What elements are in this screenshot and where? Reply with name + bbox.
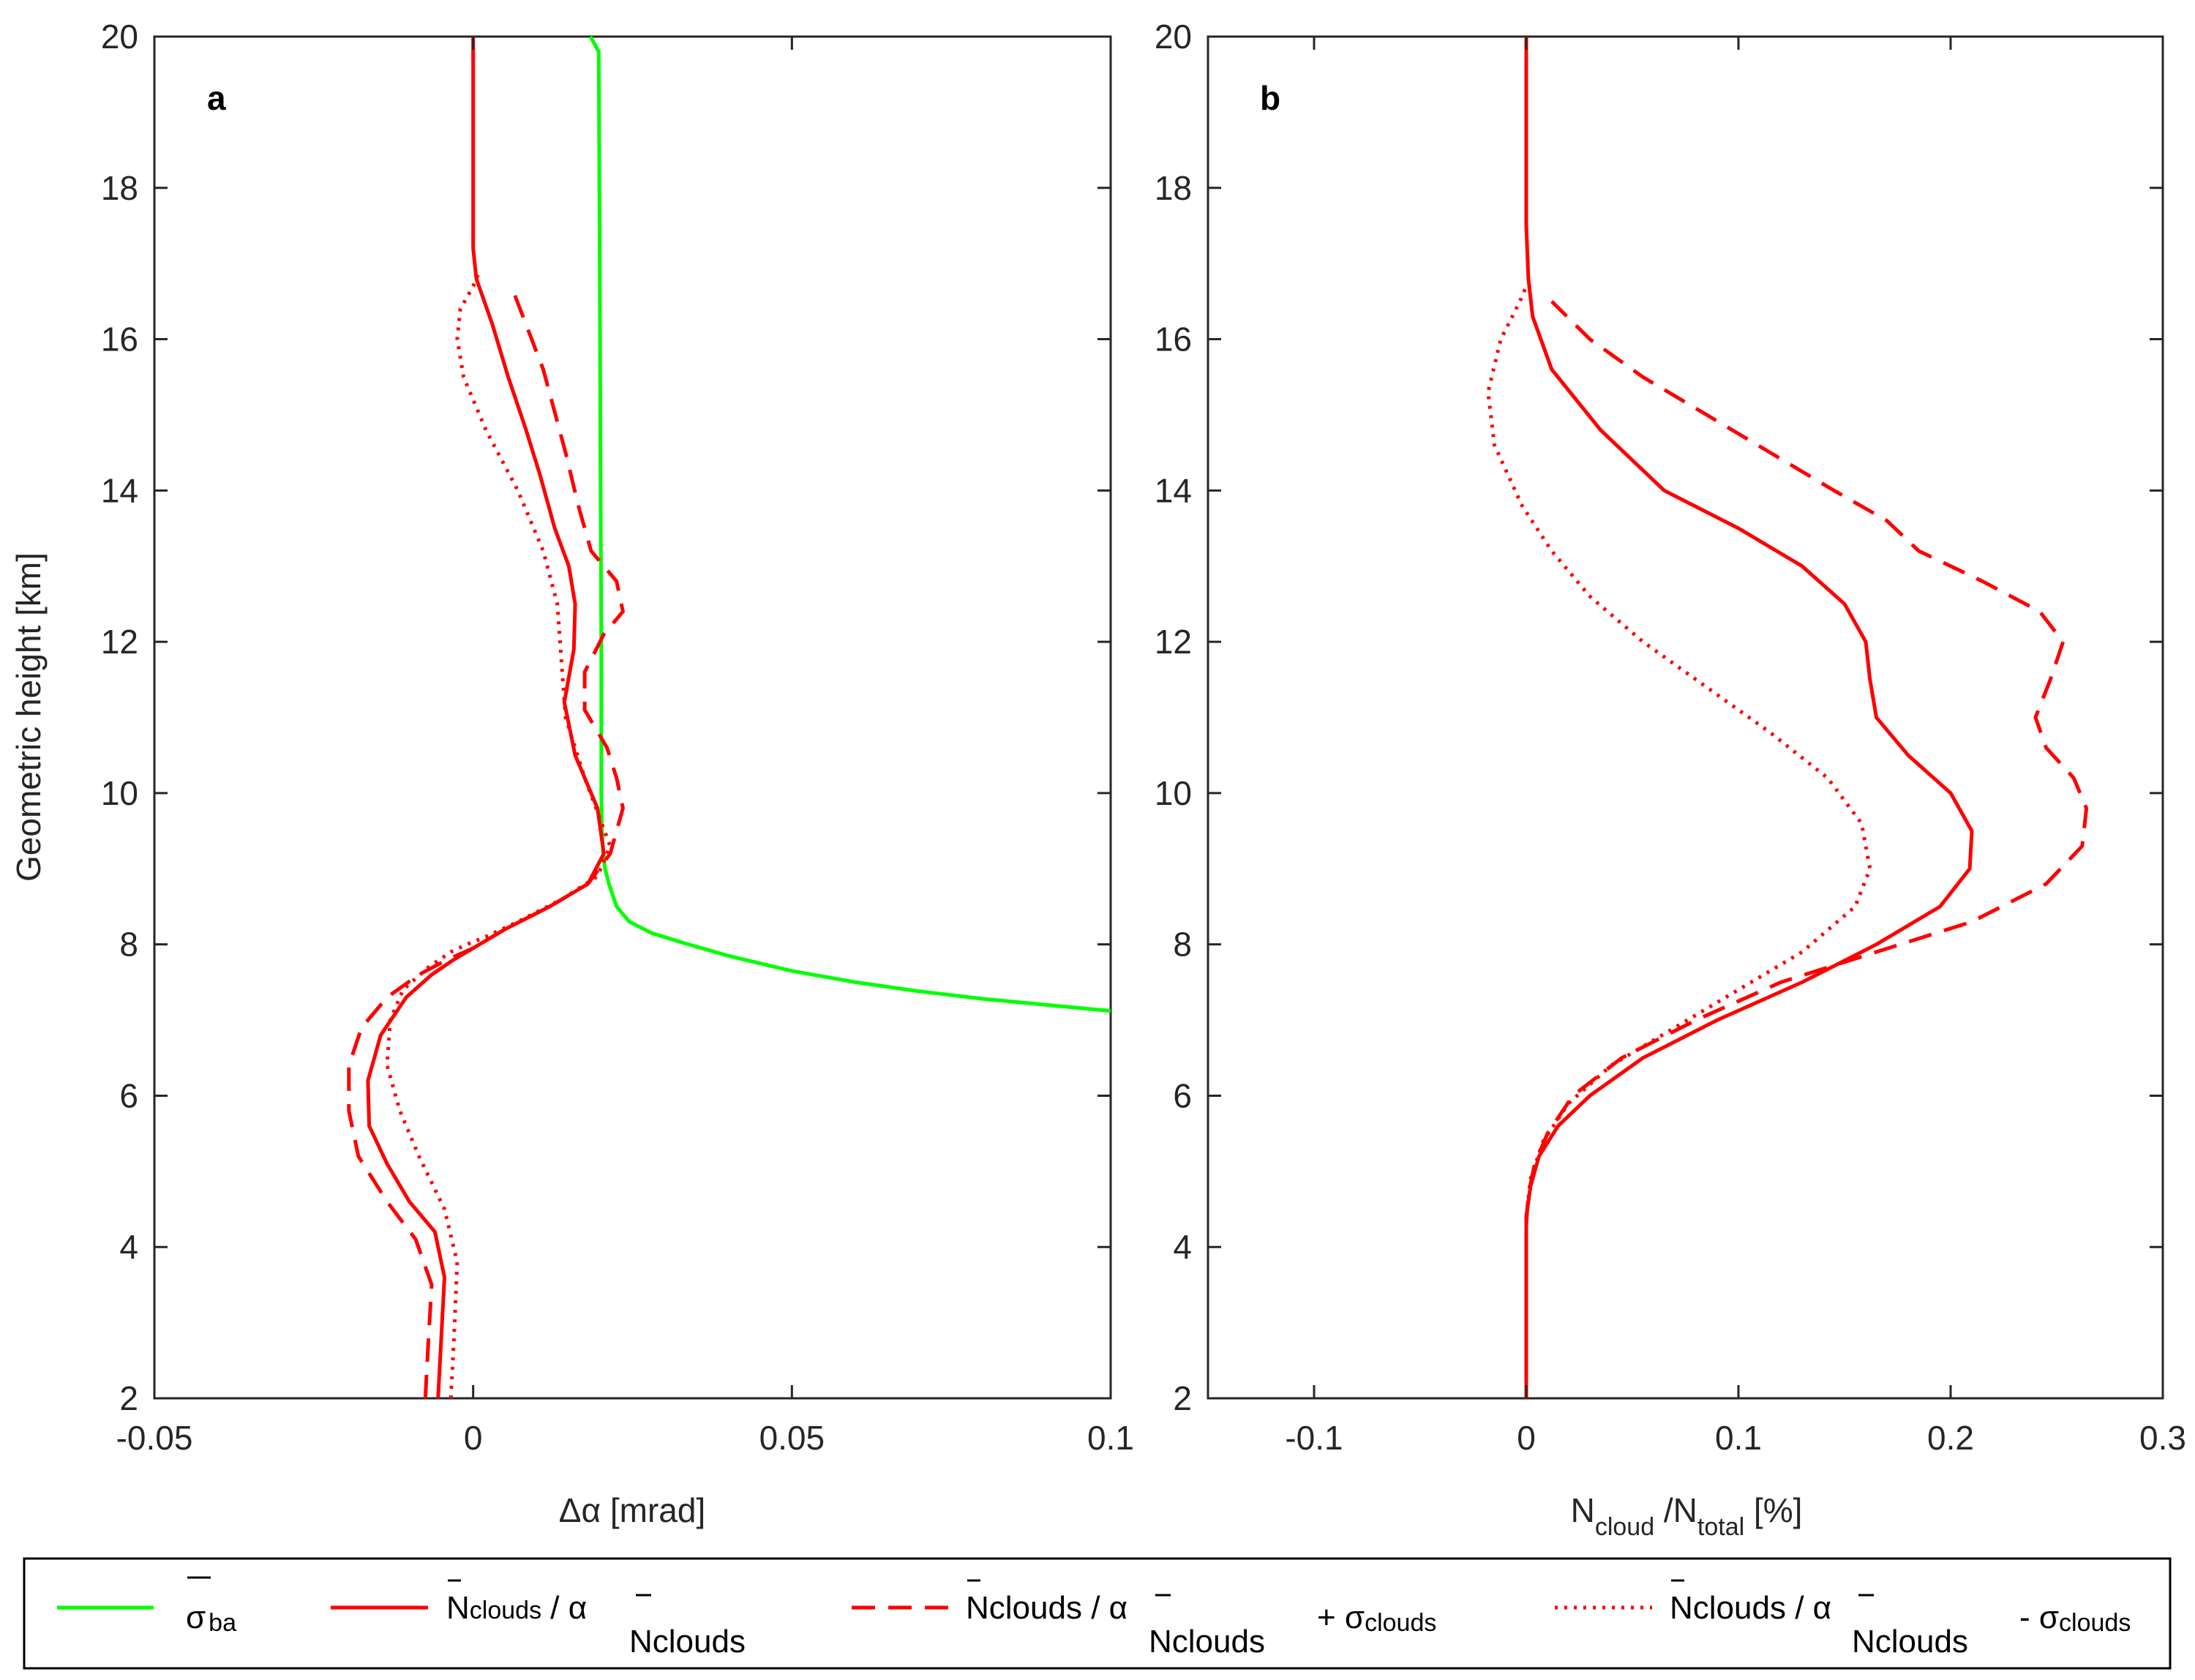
panel-a-xtick-label: 0.05 (759, 1419, 825, 1457)
panel-b-xtick-label: -0.1 (1285, 1419, 1343, 1457)
panel-b-ytick-label: 16 (1155, 320, 1192, 359)
panel-a-series-sigma_ba (588, 35, 1111, 1013)
svg-text:Nclouds / α: Nclouds / α (966, 1590, 1127, 1626)
panel-a-ytick-label: 18 (101, 169, 138, 207)
panel-b-ytick-label: 6 (1173, 1076, 1192, 1114)
svg-text:+ σclouds: + σclouds (1317, 1600, 1436, 1637)
panel-b-ytick-label: 14 (1155, 471, 1192, 509)
panel-a-ytick-label: 2 (119, 1379, 138, 1417)
panel-b-series-minus (1486, 285, 1872, 1218)
panel-b: 2 4 6 8 10 12 14 16 18 20 -0.1 0 0.1 0.2 0.3 b Ncloud… (1155, 18, 2186, 1541)
panel-a-ytick-label: 8 (119, 926, 138, 964)
panel-b-ytick-label: 10 (1155, 774, 1192, 812)
panel-a-ytick-label: 4 (119, 1228, 138, 1266)
panel-b-ytick-label: 8 (1173, 926, 1192, 964)
svg-text:Nclouds: Nclouds (1852, 1624, 1968, 1660)
xlabel-ntotal: /N (1654, 1491, 1697, 1529)
xlabel-percent: [%] (1744, 1491, 1802, 1529)
panel-a-series-minus (385, 270, 612, 1399)
legend-mean-label: Nclouds / α Nclouds (446, 1579, 746, 1660)
panel-a-ytick-label: 10 (101, 774, 138, 812)
panel-a: 2 4 6 8 10 12 14 16 18 20 -0.05 0 0.05 0.1 a Δα [mra… (10, 18, 1134, 1529)
panel-a-frame (153, 35, 1112, 1400)
xlabel-total-sub: total (1697, 1513, 1744, 1541)
panel-a-ytick-label: 16 (101, 320, 138, 359)
panel-b-xlabel: Ncloud /Ntotal [%] (1571, 1491, 1803, 1541)
panel-a-ytick-label: 6 (119, 1076, 138, 1114)
panel-b-ytick-label: 2 (1173, 1379, 1192, 1417)
svg-text:Nclouds: Nclouds (1149, 1624, 1265, 1660)
legend-plus-label: Nclouds / α Nclouds + σclouds (966, 1579, 1436, 1660)
panel-b-ytick-label: 4 (1173, 1228, 1192, 1266)
panel-a-label: a (207, 79, 226, 117)
panel-a-xtick-label: 0.1 (1087, 1419, 1134, 1457)
panel-a-ytick-label: 14 (101, 471, 138, 509)
panel-b-xtick-label: 0.2 (1927, 1419, 1974, 1457)
legend-box (23, 1557, 2172, 1670)
svg-text:Nclouds / α: Nclouds / α (446, 1590, 587, 1626)
xlabel-cloud-sub: cloud (1595, 1513, 1654, 1541)
svg-text:Nclouds: Nclouds (629, 1624, 746, 1660)
panel-b-series-mean (1524, 37, 1974, 1398)
svg-text:Nclouds / α: Nclouds / α (1670, 1590, 1831, 1626)
legend-sigma-label: σ ba (186, 1600, 236, 1637)
panel-a-xlabel: Δα [mrad] (559, 1491, 705, 1529)
svg-text:- σclouds: - σclouds (2019, 1600, 2131, 1637)
panel-b-label: b (1260, 79, 1280, 117)
panel-a-ytick-label: 12 (101, 623, 138, 661)
panel-a-xtick-label: 0 (464, 1419, 483, 1457)
panel-b-series-plus (1524, 300, 2089, 1225)
panel-a-ylabel: Geometric height [km] (10, 552, 48, 882)
panel-a-series-plus (347, 285, 625, 1399)
panel-b-frame (1207, 35, 2164, 1400)
panel-a-series-mean (366, 37, 606, 1399)
panel-a-xtick-label: -0.05 (116, 1419, 193, 1457)
panel-b-xtick-label: 0.3 (2139, 1419, 2186, 1457)
panel-b-ytick-label: 18 (1155, 169, 1192, 207)
panel-b-xtick-label: 0 (1517, 1419, 1536, 1457)
panel-b-xtick-label: 0.1 (1715, 1419, 1762, 1457)
panel-b-ytick-label: 12 (1155, 623, 1192, 661)
panel-a-ytick-label: 20 (101, 18, 138, 56)
xlabel-n: N (1571, 1491, 1595, 1529)
legend: σ ba Nclouds / α Nclouds Nclouds / α Nclo… (23, 1557, 2172, 1670)
panel-b-ytick-label: 20 (1155, 18, 1192, 56)
legend-minus-label: Nclouds / α Nclouds - σclouds (1670, 1579, 2131, 1660)
